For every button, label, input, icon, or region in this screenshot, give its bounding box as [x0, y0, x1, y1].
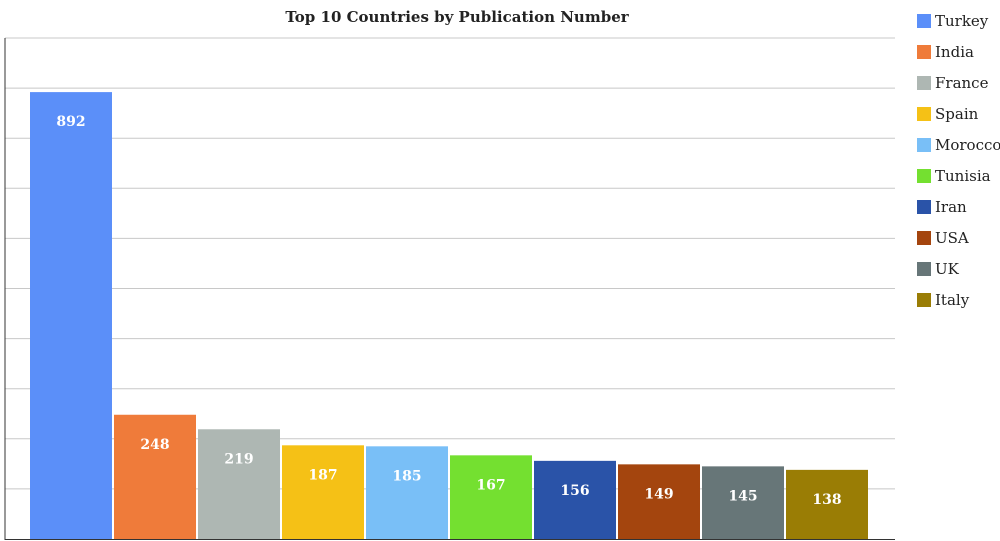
legend-label-morocco: Morocco	[935, 136, 1000, 154]
data-label-india: 248	[140, 437, 169, 453]
data-label-usa: 149	[644, 486, 673, 502]
legend-label-spain: Spain	[935, 105, 979, 123]
legend-swatch-tunisia	[917, 169, 931, 183]
legend-swatch-spain	[917, 107, 931, 121]
bar-india	[114, 414, 196, 539]
data-label-turkey: 892	[56, 114, 85, 130]
bar-turkey	[30, 92, 112, 539]
bar-uk	[702, 466, 784, 539]
bar-iran	[534, 460, 616, 539]
bar-france	[198, 429, 280, 539]
data-label-uk: 145	[728, 488, 757, 504]
legend-label-uk: UK	[935, 260, 960, 278]
legend-label-italy: Italy	[935, 291, 970, 309]
legend-label-usa: USA	[935, 229, 969, 247]
legend-swatch-uk	[917, 262, 931, 276]
legend-swatch-usa	[917, 231, 931, 245]
data-label-italy: 138	[812, 492, 841, 508]
legend-label-iran: Iran	[935, 198, 967, 216]
legend-swatch-france	[917, 76, 931, 90]
bar-italy	[786, 469, 868, 539]
legend-swatch-turkey	[917, 14, 931, 28]
bar-tunisia	[450, 455, 532, 539]
bars	[30, 92, 868, 539]
data-label-spain: 187	[308, 467, 337, 483]
data-labels: 892 248 219 187 185 167 156 149 145 138	[56, 114, 841, 508]
bar-morocco	[366, 446, 448, 539]
legend-label-france: France	[935, 74, 989, 92]
legend-swatch-india	[917, 45, 931, 59]
legend: Turkey India France Spain Morocco Tunisia Iran…	[917, 12, 1000, 309]
legend-label-turkey: Turkey	[935, 12, 989, 30]
chart-title: Top 10 Countries by Publication Number	[285, 8, 629, 26]
legend-label-india: India	[935, 43, 974, 61]
data-label-iran: 156	[560, 483, 589, 499]
data-label-france: 219	[224, 451, 253, 467]
legend-swatch-italy	[917, 293, 931, 307]
legend-label-tunisia: Tunisia	[935, 167, 991, 185]
data-label-tunisia: 167	[476, 477, 505, 493]
legend-swatch-iran	[917, 200, 931, 214]
bar-spain	[282, 445, 364, 539]
data-label-morocco: 185	[392, 468, 421, 484]
bar-usa	[618, 464, 700, 539]
legend-swatch-morocco	[917, 138, 931, 152]
